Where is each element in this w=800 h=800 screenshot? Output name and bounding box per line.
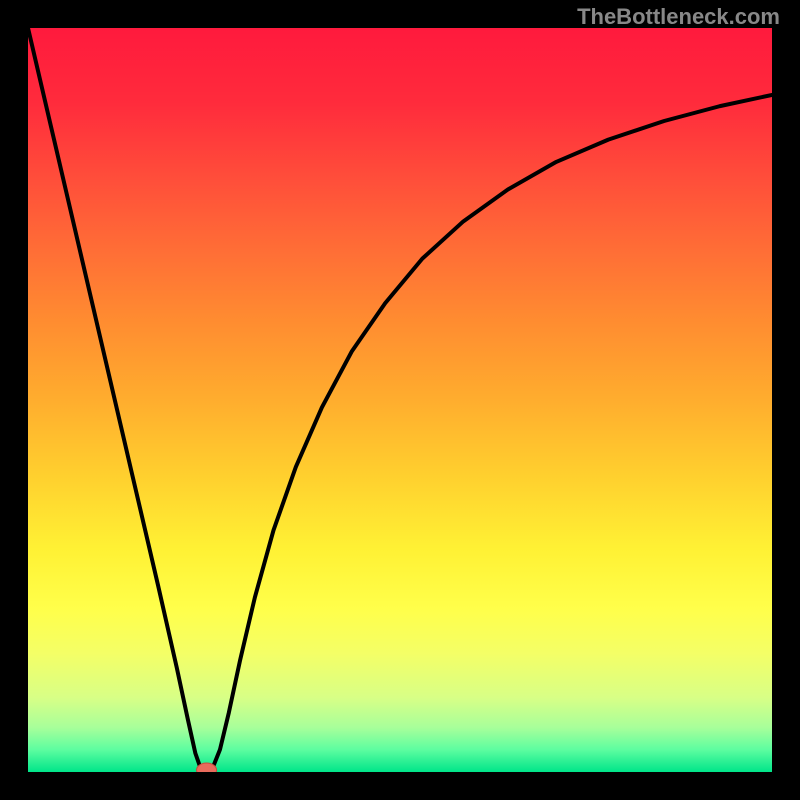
curve-layer <box>28 28 772 772</box>
plot-area <box>28 28 772 772</box>
watermark-text: TheBottleneck.com <box>577 4 780 30</box>
chart-container: TheBottleneck.com <box>0 0 800 800</box>
bottleneck-curve <box>28 28 772 772</box>
